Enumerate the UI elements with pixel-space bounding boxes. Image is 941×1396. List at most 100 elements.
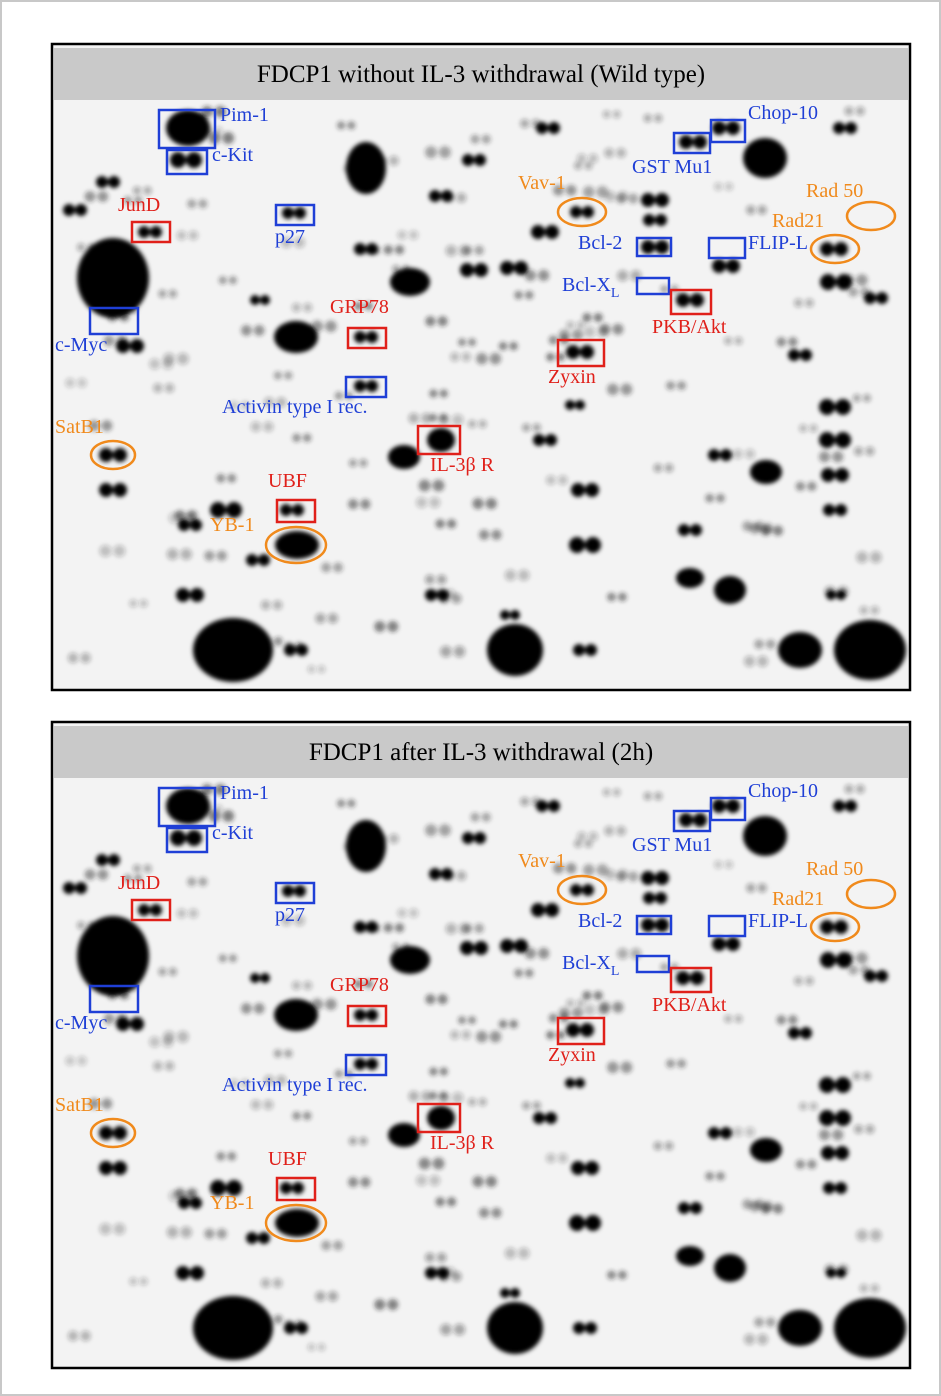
spot [478,420,486,428]
spot [77,1056,87,1066]
protein-label: Chop-10 [748,780,818,802]
label-text: Zyxin [548,366,596,388]
spot [190,588,204,602]
spot [251,1099,261,1109]
spot [190,1266,204,1280]
spot [856,106,865,115]
spot [538,270,549,281]
protein-label: SatB1 [55,1094,104,1116]
spot [690,293,704,307]
spot [863,394,871,402]
spot [746,205,755,214]
spot [274,999,318,1031]
spot [583,864,595,876]
spot [565,400,575,410]
spot [162,1036,173,1047]
spot [641,240,655,254]
spot [96,854,108,866]
spot [548,800,560,812]
spot [282,885,294,897]
spot [346,820,386,872]
spot [476,1031,488,1043]
panel: FDCP1 after IL-3 withdrawal (2h)Pim-1c-K… [52,722,910,1368]
spot [604,826,614,836]
spot [454,1324,466,1336]
spot [359,459,367,467]
spot [575,400,585,410]
spot [166,110,210,146]
spot [260,295,270,305]
spot [799,1102,807,1110]
spot [617,948,628,959]
spot [743,816,787,856]
spot [720,1127,732,1139]
spot [416,1175,427,1186]
spot [714,182,723,191]
protein-label: c-Myc [55,334,107,356]
spot [514,291,523,300]
spot [450,352,460,362]
spot [96,176,108,188]
panel-title: FDCP1 after IL-3 withdrawal (2h) [309,739,653,766]
spot [292,1112,301,1121]
spot [820,952,836,968]
panel: FDCP1 without IL-3 withdrawal (Wild type… [52,44,910,690]
spot [854,446,863,455]
label-text: IL-3β R [430,1132,495,1154]
label-text: SatB1 [55,1094,104,1116]
spot [525,291,534,300]
spot [750,523,761,534]
spot [487,1302,543,1354]
spot [788,1015,798,1025]
spot [778,632,822,668]
spot [150,904,162,916]
protein-label: Rad 50 [806,180,863,202]
spot [725,182,734,191]
spot [158,968,166,976]
spot [750,460,782,484]
spot [459,245,470,256]
spot [490,1031,502,1043]
spot [296,1322,308,1334]
spot [68,1331,78,1341]
label-subscript: L [611,964,620,979]
label-text: Pim-1 [220,104,269,126]
spot [536,800,548,812]
spot [186,830,202,846]
spot [533,423,541,431]
spot [531,903,545,917]
spot [826,1268,836,1278]
spot [440,1067,448,1075]
spot [603,110,611,118]
spot [762,1201,773,1212]
spot [520,119,529,128]
spot [446,245,457,256]
spot [479,1208,489,1218]
spot [655,240,669,254]
spot [280,1182,292,1194]
protein-label: YB-1 [210,1192,254,1214]
spot [819,1110,835,1126]
spot [654,792,663,801]
spot [261,1278,271,1288]
spot [677,381,686,390]
spot [425,1267,437,1279]
spot [130,339,144,353]
spot [337,121,345,129]
spot [366,380,378,392]
spot [757,205,766,214]
spot [618,593,627,602]
protein-label: IL-3β R [430,454,495,476]
label-text: Bcl-X [562,952,611,974]
spot [570,206,582,218]
spot [292,504,304,516]
label-text: GRP78 [330,974,389,996]
spot [437,1267,449,1279]
label-text: GRP78 [330,296,389,318]
spot [856,1229,868,1241]
spot [594,313,603,322]
spot [757,656,768,667]
spot [712,937,726,951]
spot [582,313,591,322]
spot [690,524,702,536]
